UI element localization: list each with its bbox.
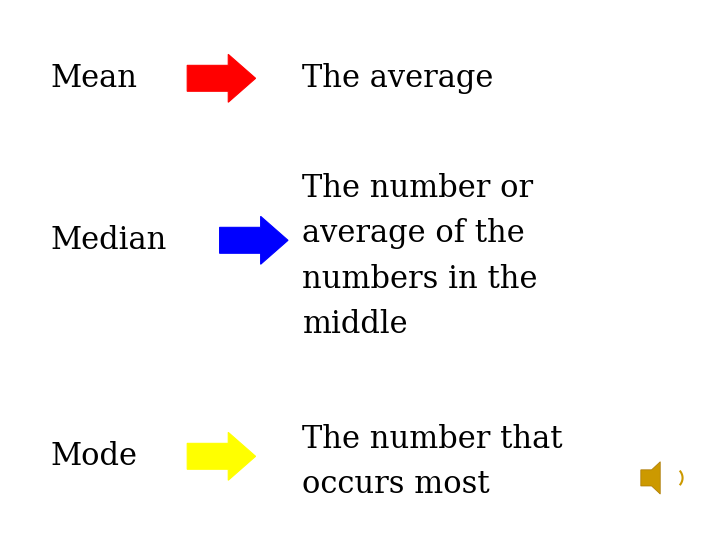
Text: The number or
average of the
numbers in the
middle: The number or average of the numbers in … — [302, 173, 538, 340]
FancyArrow shape — [187, 433, 256, 480]
Polygon shape — [641, 462, 660, 494]
Text: Mode: Mode — [50, 441, 138, 472]
Text: Median: Median — [50, 225, 167, 256]
Text: The number that
occurs most: The number that occurs most — [302, 424, 563, 500]
FancyArrow shape — [187, 55, 256, 102]
FancyArrow shape — [220, 217, 288, 264]
Text: Mean: Mean — [50, 63, 138, 94]
Text: The average: The average — [302, 63, 494, 94]
